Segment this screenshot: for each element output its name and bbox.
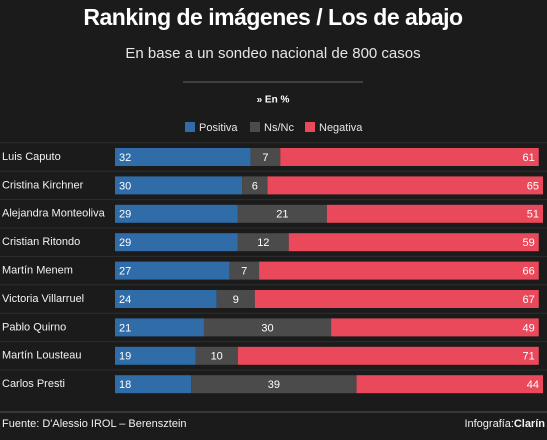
value-label: 9 (233, 294, 239, 306)
value-label: 49 (523, 322, 535, 334)
credit: Infografía: (464, 418, 514, 430)
unit-note: » En % (257, 95, 290, 106)
value-label: 44 (527, 379, 539, 391)
bar-segment (326, 204, 543, 223)
category-label: Martín Menem (2, 265, 73, 277)
bar-segment (237, 233, 289, 252)
value-label: 18 (119, 379, 131, 391)
value-label: 65 (527, 180, 539, 192)
bar-segment (191, 375, 357, 394)
bar-segment (115, 290, 217, 308)
value-label: 67 (523, 294, 535, 306)
value-label: 59 (523, 237, 535, 249)
value-label: 61 (523, 152, 535, 164)
bar-segment (115, 204, 238, 223)
value-label: 21 (119, 322, 131, 334)
category-label: Martín Lousteau (2, 350, 82, 362)
value-label: 19 (119, 351, 131, 363)
bar-segment (115, 375, 192, 394)
category-label: Cristina Kirchner (2, 179, 84, 191)
chart-title: Ranking de imágenes / Los de abajo (83, 4, 463, 30)
bar-segment (195, 346, 238, 365)
source: Fuente: D'Alessio IROL – Berensztein (2, 418, 187, 430)
bar-segment (254, 290, 539, 308)
bar-segment (237, 346, 539, 365)
bar-segment (331, 318, 539, 337)
bar-segment (356, 375, 543, 394)
value-label: 32 (119, 152, 131, 164)
legend-label: Ns/Nc (264, 122, 294, 134)
bar-segment (203, 318, 332, 337)
legend-swatch (305, 122, 315, 132)
bar-segment (229, 261, 260, 280)
value-label: 21 (276, 209, 288, 221)
bar-segment (115, 261, 230, 280)
bar-segment (237, 204, 327, 223)
value-label: 6 (252, 180, 258, 192)
value-label: 12 (257, 237, 269, 249)
value-label: 7 (241, 266, 247, 278)
bar-segment (115, 233, 238, 252)
bar-segment (250, 148, 281, 166)
legend: Positiva Ns/Nc Negativa (185, 122, 363, 134)
brand: Clarín (514, 418, 545, 430)
value-label: 30 (119, 180, 131, 192)
plot-area: Luis Caputo 32 7 61 Cristina Kirchner 30 6 65 Al… (0, 142, 547, 394)
value-label: 27 (119, 266, 131, 278)
category-label: Victoria Villarruel (2, 293, 84, 305)
value-label: 66 (523, 266, 535, 278)
value-label: 30 (261, 322, 273, 334)
value-label: 51 (527, 209, 539, 221)
legend-label: Negativa (319, 122, 363, 134)
chart-subtitle: En base a un sondeo nacional de 800 caso… (125, 45, 420, 62)
value-label: 29 (119, 209, 131, 221)
value-label: 29 (119, 237, 131, 249)
bar-segment (115, 346, 196, 365)
bar-segment (115, 318, 204, 337)
value-label: 24 (119, 294, 131, 306)
bar-segment (242, 176, 268, 195)
value-label: 7 (262, 152, 268, 164)
category-label: Luis Caputo (2, 151, 61, 163)
bar-segment (115, 148, 251, 166)
category-label: Cristian Ritondo (2, 236, 80, 248)
value-label: 10 (211, 351, 223, 363)
bar-segment (267, 176, 543, 195)
bar-segment (216, 290, 255, 308)
value-label: 39 (268, 379, 280, 391)
category-label: Carlos Presti (2, 378, 65, 390)
bar-segment (280, 148, 539, 166)
category-label: Pablo Quirno (2, 321, 66, 333)
category-label: Alejandra Monteoliva (2, 208, 106, 220)
bar-segment (288, 233, 539, 252)
legend-label: Positiva (199, 122, 238, 134)
legend-swatch (185, 122, 195, 132)
legend-swatch (250, 122, 260, 132)
value-label: 71 (523, 351, 535, 363)
bar-segment (259, 261, 539, 280)
bar-segment (115, 176, 243, 195)
